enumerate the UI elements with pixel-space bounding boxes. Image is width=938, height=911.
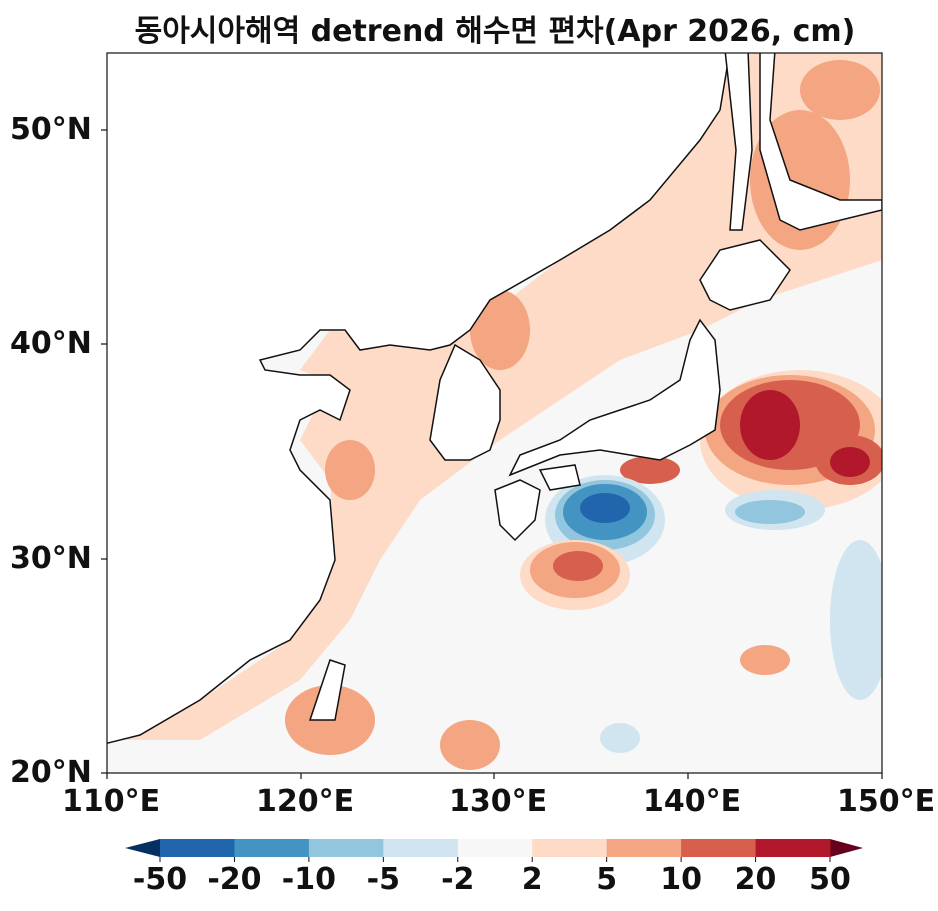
- lat-tick-30: 30°N: [10, 541, 92, 576]
- colorbar-label: -10: [281, 862, 336, 897]
- colorbar-label: 20: [734, 862, 777, 897]
- map-title: 동아시아해역 detrend 해수면 편차(Apr 2026, cm): [134, 14, 856, 49]
- colorbar-segment: [755, 839, 831, 857]
- colorbar-label: 10: [660, 862, 702, 897]
- lat-tick-40: 40°N: [10, 326, 92, 361]
- lon-tick-140: 140°E: [643, 784, 742, 819]
- colorbar-label: -20: [207, 862, 262, 897]
- lon-tick-150: 150°E: [837, 784, 936, 819]
- lon-tick-110: 110°E: [62, 784, 161, 819]
- colorbar-segment: [308, 839, 384, 857]
- lon-tick-120: 120°E: [256, 784, 355, 819]
- colorbar-label: 2: [521, 862, 543, 897]
- colorbar-segment: [160, 839, 235, 857]
- colorbar-segment: [457, 839, 533, 857]
- colorbar-segment: [606, 839, 682, 857]
- colorbar-extend-low: [125, 839, 160, 857]
- lat-tick-50: 50°N: [10, 112, 92, 147]
- colorbar-segment: [383, 839, 459, 857]
- axis-ticks: [101, 129, 883, 779]
- lon-tick-130: 130°E: [449, 784, 548, 819]
- colorbar-segment: [681, 839, 757, 857]
- colorbar-label: 5: [596, 862, 618, 897]
- colorbar-segment: [234, 839, 310, 857]
- coastline-land: [107, 53, 882, 745]
- colorbar-label: -5: [366, 862, 400, 897]
- anomaly-field: [107, 53, 882, 773]
- colorbar: [125, 839, 863, 862]
- colorbar-segment: [532, 839, 608, 857]
- colorbar-label: -2: [441, 862, 475, 897]
- lat-tick-20: 20°N: [10, 755, 92, 790]
- colorbar-extend-high: [830, 839, 863, 857]
- colorbar-label: -50: [132, 862, 188, 897]
- colorbar-label: 50: [809, 862, 851, 897]
